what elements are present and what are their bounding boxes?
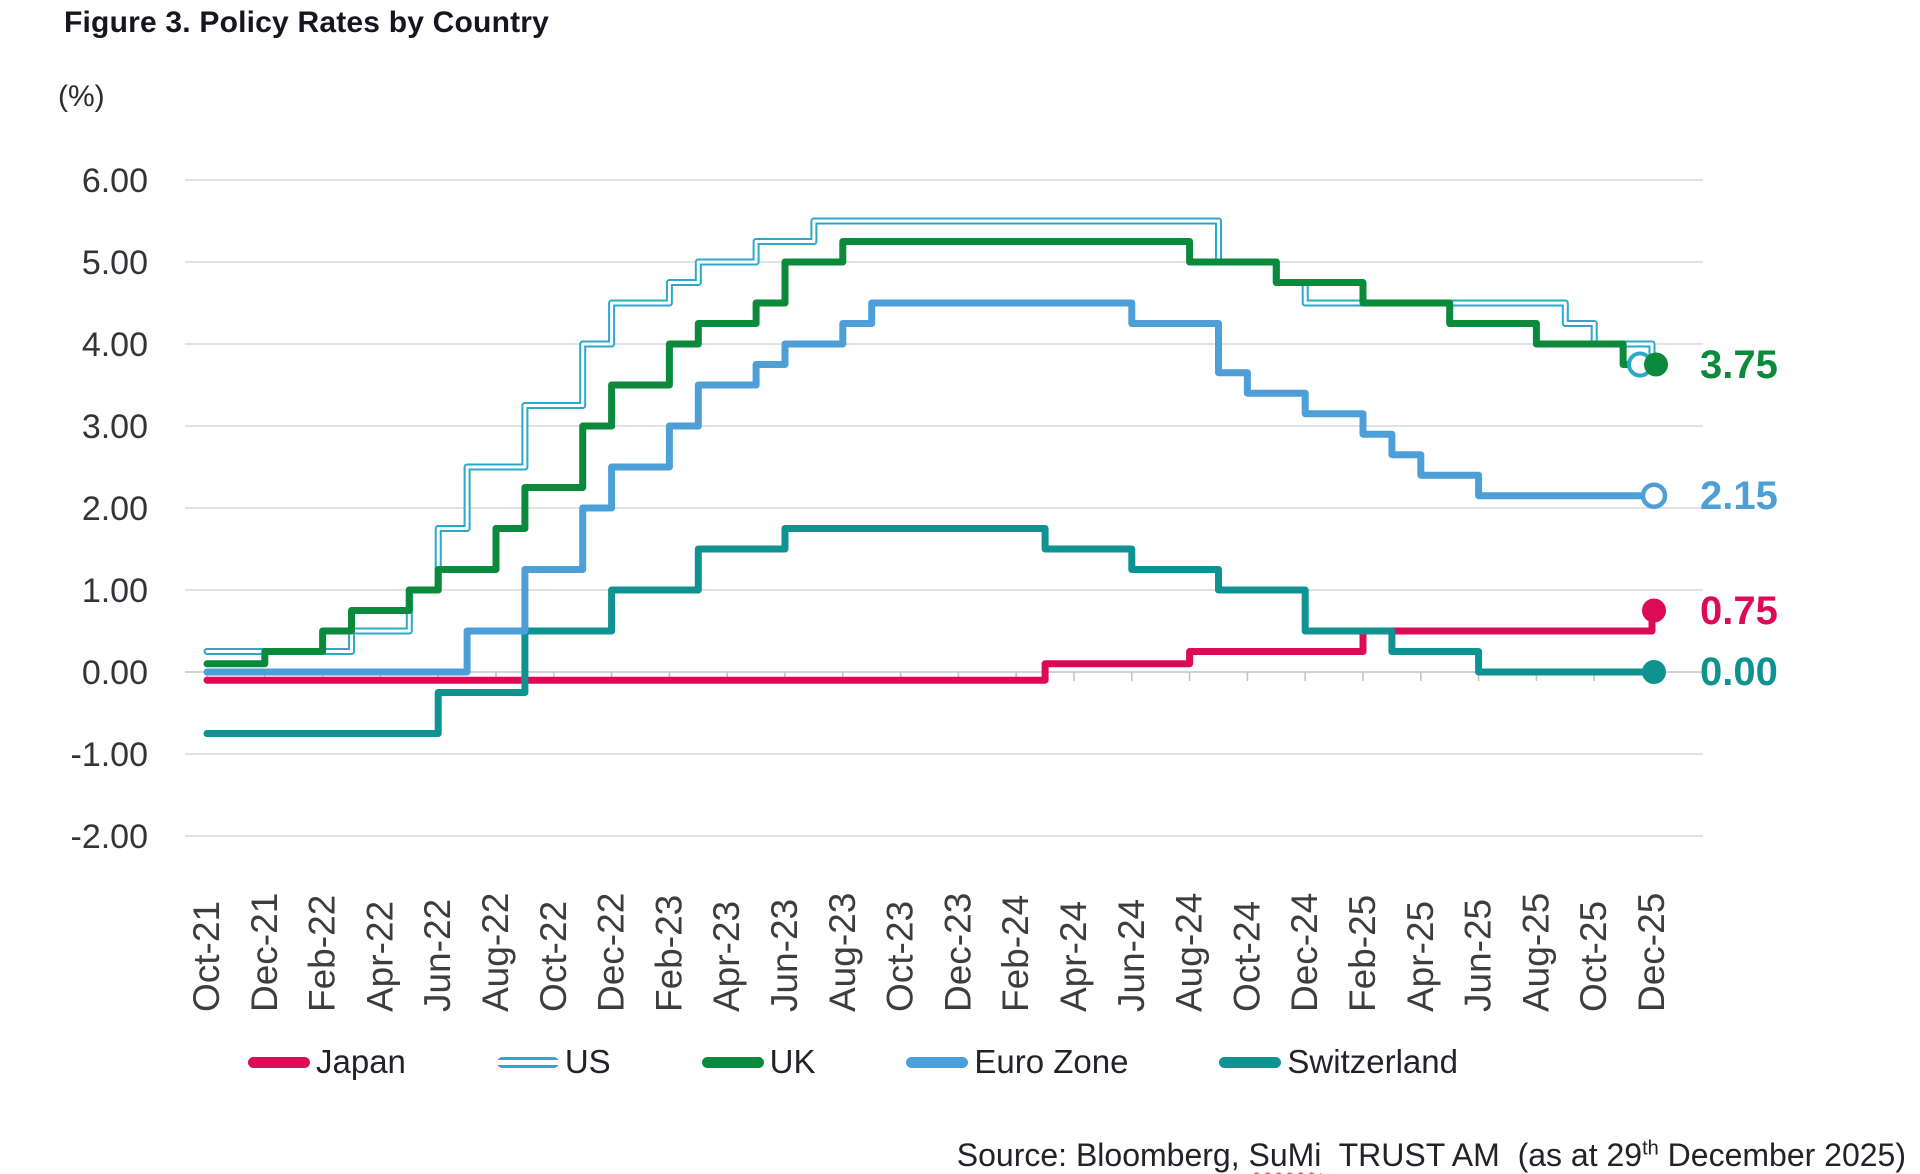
- end-marker-uk: [1644, 352, 1668, 377]
- y-tick-label: 3.00: [82, 408, 148, 446]
- x-tick-label: Dec-22: [591, 893, 632, 1012]
- legend-item-us: US: [496, 1043, 611, 1081]
- x-tick-label: Jun-25: [1458, 899, 1499, 1012]
- end-value-label-switzerland: 0.00: [1700, 650, 1778, 694]
- series-line-uk: [203, 238, 1656, 668]
- source-middle: TRUST AM (as at 29: [1321, 1137, 1643, 1173]
- y-tick-label: 0.00: [82, 654, 148, 692]
- series-line-japan: [203, 607, 1656, 684]
- x-tick-label: Oct-22: [533, 901, 574, 1012]
- legend-label-us: US: [564, 1043, 611, 1080]
- y-tick-label: 2.00: [82, 490, 148, 528]
- y-axis-labels: 6.00 5.00 4.00 3.00 2.00 1.00 0.00 -1.00 -2.00: [71, 162, 149, 856]
- chart-legend: Japan US UK Euro Zone Switzerland: [248, 1036, 1458, 1088]
- legend-swatch-uk: [701, 1056, 764, 1068]
- series-end-markers: [1627, 351, 1668, 684]
- legend-swatch-japan: [248, 1056, 310, 1068]
- source-suffix: December 2025): [1658, 1137, 1906, 1173]
- x-tick-label: Jun-22: [417, 899, 458, 1012]
- x-tick-label: Apr-24: [1053, 901, 1094, 1012]
- gridlines: [185, 179, 1703, 837]
- x-tick-label: Aug-22: [475, 893, 516, 1012]
- legend-label-euro_zone: Euro Zone: [974, 1043, 1129, 1080]
- legend-label-uk: UK: [769, 1043, 816, 1080]
- x-tick-label: Dec-23: [937, 893, 978, 1012]
- x-tick-label: Apr-22: [359, 901, 400, 1012]
- source-prefix: Source: Bloomberg,: [956, 1137, 1249, 1173]
- legend-item-switzerland: Switzerland: [1219, 1043, 1458, 1081]
- end-value-label-uk: 3.75: [1700, 342, 1778, 387]
- x-tick-label: Feb-23: [648, 895, 689, 1012]
- x-tick-label: Oct-23: [880, 901, 921, 1012]
- legend-swatch-euro_zone: [906, 1056, 969, 1068]
- y-tick-label: 4.00: [82, 326, 148, 364]
- x-tick-label: Aug-24: [1169, 893, 1210, 1012]
- x-tick-label: Feb-24: [995, 895, 1036, 1012]
- y-tick-label: 5.00: [82, 244, 148, 282]
- x-tick-label: Apr-25: [1400, 901, 1441, 1012]
- end-value-label-euro_zone: 2.15: [1700, 473, 1778, 518]
- x-tick-label: Feb-25: [1342, 895, 1383, 1012]
- source-superscript: th: [1642, 1137, 1659, 1160]
- legend-swatch-us: [496, 1056, 559, 1068]
- x-tick-label: Dec-24: [1284, 893, 1325, 1012]
- chart-title: Figure 3. Policy Rates by Country: [64, 6, 550, 39]
- x-tick-label: Jun-24: [1111, 899, 1152, 1012]
- source-note: Source: Bloomberg, SuMi TRUST AM (as at …: [939, 1100, 1906, 1174]
- x-tick-label: Apr-23: [706, 901, 747, 1012]
- x-axis-labels: Oct-21 Dec-21 Feb-22 Apr-22 Jun-22 Aug-22 Oct-…: [186, 893, 1672, 1012]
- y-axis-unit-label: (%): [58, 80, 105, 113]
- x-tick-label: Jun-23: [764, 899, 805, 1012]
- legend-label-japan: Japan: [316, 1043, 406, 1080]
- series-line-switzerland: [203, 525, 1656, 737]
- y-tick-label: -2.00: [71, 818, 149, 856]
- x-tick-label: Dec-21: [244, 893, 285, 1012]
- x-tick-label: Oct-25: [1573, 901, 1614, 1012]
- legend-label-switzerland: Switzerland: [1287, 1043, 1458, 1080]
- y-tick-label: 1.00: [82, 572, 148, 610]
- y-tick-label: -1.00: [71, 736, 149, 774]
- x-tick-label: Dec-25: [1631, 893, 1672, 1012]
- series-lines: [203, 217, 1656, 737]
- x-tick-label: Oct-24: [1226, 901, 1267, 1012]
- legend-item-euro_zone: Euro Zone: [906, 1043, 1128, 1081]
- x-tick-label: Oct-21: [186, 901, 227, 1012]
- x-tick-label: Feb-22: [302, 895, 343, 1012]
- end-value-label-japan: 0.75: [1700, 588, 1778, 633]
- x-tick-label: Aug-23: [822, 893, 863, 1012]
- legend-item-uk: UK: [701, 1043, 816, 1081]
- legend-item-japan: Japan: [248, 1043, 406, 1081]
- end-marker-japan: [1642, 598, 1666, 623]
- y-tick-label: 6.00: [82, 162, 148, 200]
- series-line-euro_zone: [203, 299, 1656, 676]
- end-marker-euro-zone: [1640, 482, 1668, 509]
- end-marker-switzerland: [1642, 660, 1666, 684]
- source-sumi: SuMi: [1248, 1137, 1322, 1173]
- x-tick-label: Aug-25: [1515, 893, 1556, 1012]
- legend-swatch-switzerland: [1219, 1056, 1282, 1068]
